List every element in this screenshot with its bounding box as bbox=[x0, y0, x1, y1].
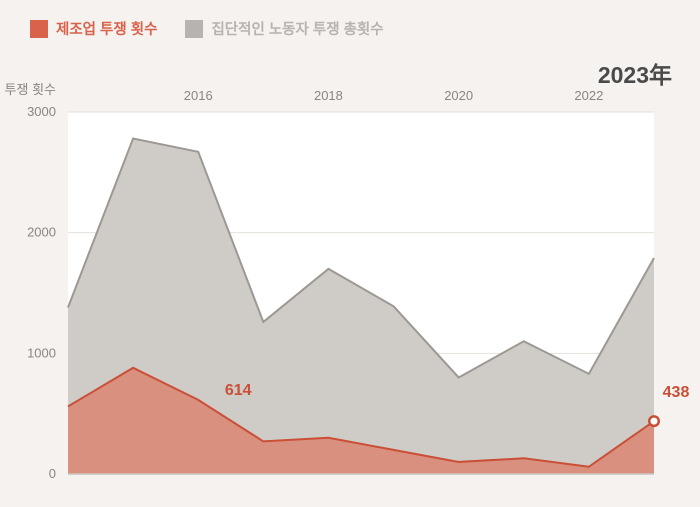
y-tick-label: 2000 bbox=[27, 225, 56, 240]
data-callout: 438 bbox=[663, 384, 690, 401]
legend-label-manufacturing: 제조업 투쟁 횟수 bbox=[56, 18, 157, 39]
x-tick-label: 2016 bbox=[184, 88, 213, 103]
y-tick-label: 0 bbox=[49, 466, 56, 481]
area-chart: 0 1000 2000 3000 투쟁 횟수 2016 2018 2020 2022 614 438 bbox=[0, 0, 700, 507]
legend-swatch-total bbox=[185, 20, 203, 38]
y-axis-title: 투쟁 횟수 bbox=[5, 82, 56, 97]
legend-label-total: 집단적인 노동자 투쟁 총횟수 bbox=[211, 18, 383, 39]
y-tick-label: 1000 bbox=[27, 345, 56, 360]
data-callout: 614 bbox=[225, 382, 252, 399]
legend-item-manufacturing: 제조업 투쟁 횟수 bbox=[30, 18, 157, 39]
y-tick-label: 3000 bbox=[27, 104, 56, 119]
x-tick-label: 2022 bbox=[574, 88, 603, 103]
legend-item-total: 집단적인 노동자 투쟁 총횟수 bbox=[185, 18, 383, 39]
marker-latest-inner bbox=[651, 418, 658, 425]
chart-legend: 제조업 투쟁 횟수 집단적인 노동자 투쟁 총횟수 bbox=[30, 18, 384, 39]
legend-swatch-manufacturing bbox=[30, 20, 48, 38]
current-year-title: 2023年 bbox=[598, 56, 672, 90]
x-tick-label: 2020 bbox=[444, 88, 473, 103]
x-tick-label: 2018 bbox=[314, 88, 343, 103]
